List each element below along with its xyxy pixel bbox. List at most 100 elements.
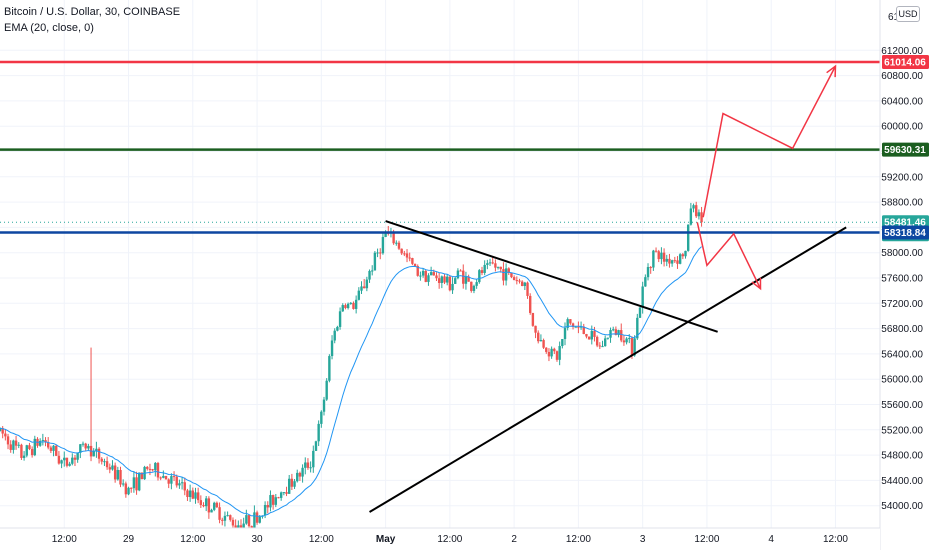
candle[interactable]	[526, 281, 529, 299]
candle[interactable]	[352, 301, 355, 310]
candle[interactable]	[585, 333, 588, 339]
candle[interactable]	[419, 271, 422, 281]
candle[interactable]	[30, 446, 34, 458]
candle[interactable]	[381, 233, 385, 255]
candle[interactable]	[354, 295, 358, 314]
candle[interactable]	[65, 457, 69, 468]
candle[interactable]	[678, 253, 682, 265]
price-axis[interactable]: 54000.00 54400.00 54800.00 55200.00 55600.00…	[879, 0, 932, 550]
candle[interactable]	[587, 336, 591, 340]
candle[interactable]	[271, 494, 275, 510]
candle[interactable]	[344, 303, 347, 310]
candle[interactable]	[175, 474, 178, 488]
candle[interactable]	[97, 447, 101, 464]
candle[interactable]	[215, 501, 219, 509]
bullish-projection[interactable]	[702, 65, 837, 218]
candle[interactable]	[124, 481, 128, 498]
candle[interactable]	[330, 335, 334, 360]
candle[interactable]	[301, 464, 304, 483]
candle[interactable]	[662, 248, 666, 267]
candle[interactable]	[456, 268, 460, 280]
candle[interactable]	[274, 494, 278, 508]
candle[interactable]	[28, 442, 31, 451]
candle[interactable]	[296, 469, 299, 483]
candle[interactable]	[579, 321, 583, 330]
candle[interactable]	[445, 274, 449, 286]
candle[interactable]	[609, 327, 612, 343]
candle[interactable]	[196, 487, 200, 504]
candle[interactable]	[290, 473, 294, 490]
candle[interactable]	[590, 325, 593, 345]
candle[interactable]	[362, 279, 366, 289]
candle[interactable]	[558, 341, 561, 366]
candle[interactable]	[494, 259, 497, 272]
candle[interactable]	[424, 269, 427, 283]
candle[interactable]	[328, 354, 331, 383]
candle[interactable]	[84, 442, 87, 451]
candle[interactable]	[349, 302, 352, 305]
candle[interactable]	[285, 486, 288, 497]
candle[interactable]	[665, 254, 668, 267]
ascending-support-trendline[interactable]	[369, 226, 847, 513]
candle[interactable]	[598, 342, 602, 349]
candle[interactable]	[17, 442, 20, 449]
candle[interactable]	[218, 502, 221, 524]
candle[interactable]	[695, 201, 698, 218]
candle[interactable]	[459, 269, 462, 272]
candle[interactable]	[269, 490, 272, 512]
candle[interactable]	[660, 247, 663, 265]
candle[interactable]	[320, 410, 323, 428]
candle[interactable]	[620, 323, 623, 343]
candle[interactable]	[73, 455, 77, 467]
candle[interactable]	[0, 427, 2, 432]
candle[interactable]	[146, 466, 149, 471]
candle[interactable]	[338, 307, 342, 330]
candle[interactable]	[547, 348, 551, 362]
candle[interactable]	[357, 287, 361, 301]
candle[interactable]	[25, 444, 28, 458]
candle[interactable]	[502, 262, 505, 286]
candle[interactable]	[668, 253, 671, 268]
candle[interactable]	[561, 338, 564, 349]
candle[interactable]	[221, 517, 224, 526]
candle[interactable]	[293, 479, 296, 489]
candle[interactable]	[210, 508, 213, 513]
candle[interactable]	[309, 461, 312, 473]
candle[interactable]	[373, 251, 377, 271]
candle[interactable]	[60, 459, 63, 469]
candle[interactable]	[510, 272, 513, 279]
candle[interactable]	[670, 259, 674, 267]
candle[interactable]	[9, 440, 12, 453]
candle[interactable]	[14, 435, 18, 450]
candle[interactable]	[416, 264, 419, 277]
candle[interactable]	[95, 441, 98, 458]
candle[interactable]	[20, 443, 23, 460]
candle[interactable]	[33, 435, 37, 457]
candle[interactable]	[156, 461, 160, 481]
candle[interactable]	[686, 224, 690, 252]
candle[interactable]	[341, 303, 344, 312]
candle[interactable]	[470, 281, 473, 293]
candle[interactable]	[119, 466, 122, 488]
candle[interactable]	[282, 492, 286, 496]
candle[interactable]	[654, 247, 658, 253]
candle[interactable]	[103, 458, 106, 467]
candle[interactable]	[87, 443, 90, 451]
candle[interactable]	[435, 272, 438, 282]
candle[interactable]	[644, 274, 647, 287]
candle[interactable]	[454, 276, 457, 284]
candle[interactable]	[534, 325, 537, 339]
candle[interactable]	[603, 335, 607, 347]
candle[interactable]	[622, 335, 626, 346]
level-price-badge[interactable]: 58318.84	[882, 225, 929, 240]
candle[interactable]	[172, 471, 176, 482]
descending-resistance-trendline[interactable]	[385, 220, 718, 333]
candle[interactable]	[365, 276, 369, 292]
candle[interactable]	[81, 441, 85, 447]
candle[interactable]	[483, 260, 486, 276]
candle[interactable]	[55, 445, 58, 457]
candle[interactable]	[253, 505, 256, 531]
candle[interactable]	[553, 347, 556, 355]
candle[interactable]	[411, 257, 414, 266]
